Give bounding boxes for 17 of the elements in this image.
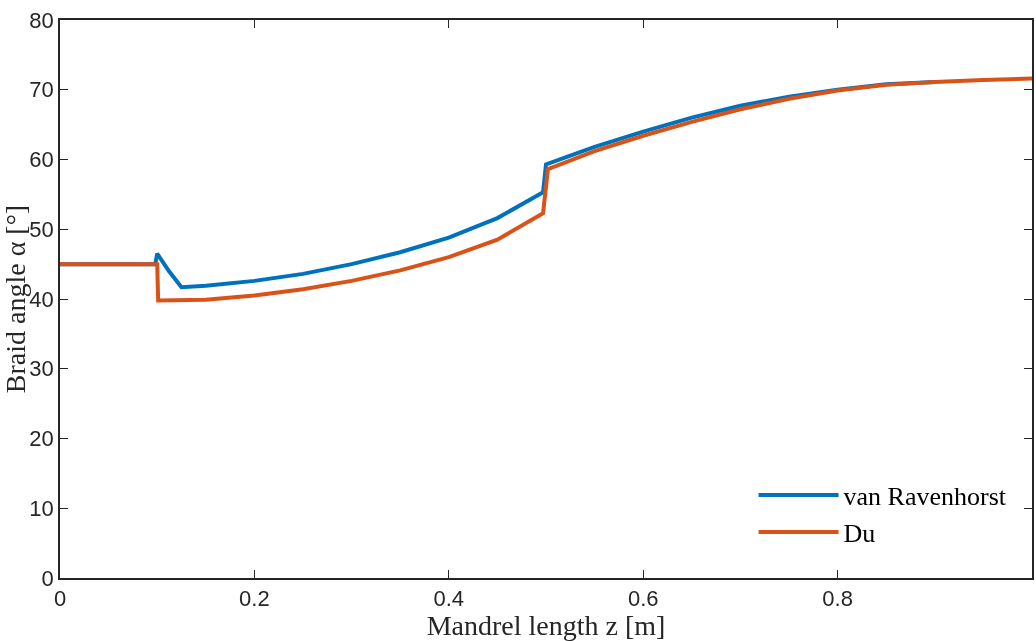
x-tick-label: 0.6 [627, 586, 659, 612]
legend-label: van Ravenhorst [843, 482, 1007, 512]
y-tick-label: 70 [29, 77, 54, 103]
x-tick-label: 0.4 [433, 586, 465, 612]
x-axis-title: Mandrel length z [m] [426, 610, 666, 641]
y-tick-label: 20 [29, 426, 54, 452]
y-tick-label: 60 [29, 147, 54, 173]
y-tick-label: 10 [29, 495, 54, 521]
legend-label: Du [843, 519, 876, 549]
line-series [60, 76, 1032, 303]
y-tick-label: 80 [29, 7, 54, 33]
y-tick-label: 30 [29, 356, 54, 382]
x-tick-label: 0.8 [822, 586, 853, 612]
x-tick-label: 0.2 [239, 586, 270, 612]
y-axis-title: Braid angle α [°] [0, 204, 31, 394]
y-tick-label: 50 [29, 216, 54, 242]
y-tick-label: 0 [41, 565, 54, 591]
